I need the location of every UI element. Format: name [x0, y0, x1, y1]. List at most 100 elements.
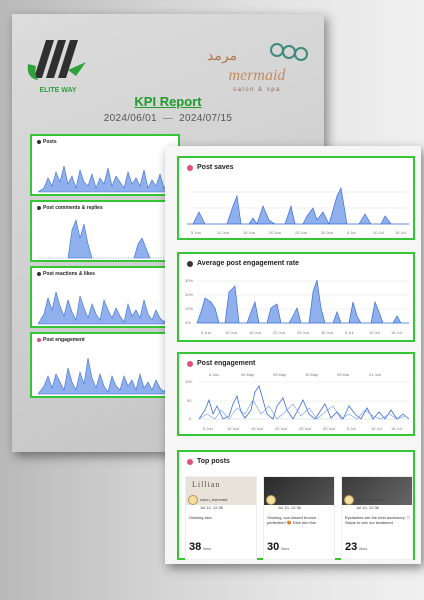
- svg-text:15 Jul: 15 Jul: [395, 230, 406, 235]
- comments-area-chart: [38, 218, 178, 259]
- svg-text:10 Jun: 10 Jun: [217, 230, 229, 235]
- svg-text:50: 50: [187, 398, 192, 403]
- svg-text:21 Jan: 21 Jan: [369, 372, 381, 377]
- post-reactions-card: Post reactions & likes: [30, 266, 180, 328]
- likes-label: likes: [359, 546, 368, 551]
- instagram-icon: [187, 360, 193, 367]
- post-caption: Eyelashes are the best accessory 🤍 Swipe…: [345, 515, 411, 525]
- insight-icon: [37, 338, 41, 342]
- top-post-3[interactable]: salon_mermaid Jul 10, 12:36 Eyelashes are…: [341, 476, 413, 560]
- post-likes: 30: [267, 541, 280, 553]
- svg-text:30%: 30%: [185, 278, 193, 283]
- post-comments-card: Post comments & replies: [30, 200, 180, 262]
- date-from: 2024/06/01: [103, 113, 157, 124]
- date-to: 2024/07/15: [179, 113, 233, 124]
- svg-text:10 Jun: 10 Jun: [225, 330, 237, 335]
- card-label: Post saves: [197, 164, 234, 171]
- svg-text:mermaid: mermaid: [229, 67, 287, 84]
- insight-icon: [37, 206, 41, 210]
- avatar: [188, 495, 198, 505]
- post-user: salon_mermaid: [278, 497, 306, 503]
- svg-text:20 Jun: 20 Jun: [269, 230, 281, 235]
- post-user: salon_mermaid: [200, 497, 228, 503]
- post-engagement-back-card: Post engagement: [30, 332, 180, 398]
- svg-text:20%: 20%: [185, 292, 193, 297]
- engagement-top-ticks: 6 Jan 26 May 25 May 15 May 25 Mar 21 Jan: [209, 372, 381, 377]
- avatar: [266, 495, 276, 505]
- instagram-icon: [187, 458, 193, 465]
- svg-text:6 Jan: 6 Jan: [209, 372, 219, 377]
- report-date-range: 2024/06/01 — 2024/07/15: [12, 113, 324, 124]
- svg-text:10 Jul: 10 Jul: [369, 330, 380, 335]
- svg-text:15 Jul: 15 Jul: [391, 330, 402, 335]
- svg-text:10 Jul: 10 Jul: [373, 230, 384, 235]
- card-label: Post engagement: [197, 360, 256, 367]
- post-date: Jul 10, 12:36: [200, 505, 223, 510]
- svg-text:30 Jun: 30 Jun: [323, 426, 335, 431]
- top-posts-grid: Lillian salon_mermaid Jul 10, 12:36 Glowi…: [185, 476, 413, 560]
- top-post-1[interactable]: Lillian salon_mermaid Jul 10, 12:36 Glowi…: [185, 476, 257, 560]
- svg-text:10%: 10%: [185, 306, 193, 311]
- svg-text:0: 0: [189, 416, 192, 421]
- instagram-icon: [187, 164, 193, 171]
- svg-text:5 Jun: 5 Jun: [191, 230, 201, 235]
- svg-text:30 Jun: 30 Jun: [321, 330, 333, 335]
- svg-text:25 Jun: 25 Jun: [297, 330, 309, 335]
- card-label: Post comments & replies: [43, 205, 103, 211]
- likes-label: likes: [203, 546, 212, 551]
- post-caption: Glowing skin: [189, 515, 212, 520]
- svg-text:30 Jun: 30 Jun: [321, 230, 333, 235]
- post-likes: 38: [189, 541, 202, 553]
- insight-icon: [37, 140, 41, 144]
- post-likes: 23: [345, 541, 358, 553]
- engagement-y-ticks: 100 50 0: [185, 379, 192, 421]
- rate-x-ticks: 5 Jun 10 Jun 15 Jun 20 Jun 25 Jun 30 Jun…: [201, 330, 402, 335]
- saves-area-chart: 5 Jun 10 Jun 15 Jun 20 Jun 25 Jun 30 Jun…: [187, 186, 409, 235]
- svg-text:100: 100: [185, 379, 192, 384]
- engagement-rate-area-chart: 30% 20% 10% 0% 5 Jun 10 Jun 15 Jun 20 Ju…: [185, 278, 409, 335]
- engagement-area-chart: [38, 357, 178, 395]
- post-caption: Glowing, sun-kissed bronze perfection! 😍…: [267, 515, 317, 525]
- svg-text:25 May: 25 May: [273, 372, 286, 377]
- likes-label: likes: [281, 546, 290, 551]
- post-date: Jul 10, 12:36: [278, 505, 301, 510]
- svg-text:5 Jun: 5 Jun: [203, 426, 213, 431]
- svg-text:15 May: 15 May: [305, 372, 318, 377]
- card-label: Posts: [43, 139, 57, 145]
- mermaid-salon-logo: مرمد mermaid salon & spa: [207, 43, 308, 93]
- post-user: salon_mermaid: [356, 497, 384, 503]
- post-engagement-card: Post engagement 6 Jan 26 May 25 May 15 M…: [177, 352, 415, 436]
- svg-text:5 Jul: 5 Jul: [345, 330, 354, 335]
- svg-text:15 Jun: 15 Jun: [243, 230, 255, 235]
- svg-text:25 Mar: 25 Mar: [337, 372, 350, 377]
- elite-way-logo: ELITE WAY: [27, 40, 86, 94]
- svg-text:5 Jul: 5 Jul: [347, 230, 356, 235]
- svg-text:5 Jun: 5 Jun: [201, 330, 211, 335]
- svg-text:0%: 0%: [185, 320, 191, 325]
- avatar: [344, 495, 354, 505]
- svg-text:15 Jul: 15 Jul: [391, 426, 402, 431]
- card-label: Post reactions & likes: [43, 271, 95, 277]
- post-date: Jul 10, 12:36: [356, 505, 379, 510]
- posts-card: Posts: [30, 134, 180, 196]
- svg-text:15 Jun: 15 Jun: [249, 330, 261, 335]
- posts-area-chart: [38, 165, 178, 193]
- svg-text:20 Jun: 20 Jun: [275, 426, 287, 431]
- top-post-2[interactable]: salon_mermaid Jul 10, 12:36 Glowing, sun-…: [263, 476, 335, 560]
- rate-y-ticks: 30% 20% 10% 0%: [185, 278, 193, 325]
- svg-text:25 Jun: 25 Jun: [295, 230, 307, 235]
- card-label: Post engagement: [43, 337, 85, 343]
- svg-text:10 Jul: 10 Jul: [371, 426, 382, 431]
- engagement-line-chart: 6 Jan 26 May 25 May 15 May 25 Mar 21 Jan…: [185, 372, 409, 431]
- post-saves-card: Post saves 5 Jun 10 Jun 15 Jun 20 Jun 25…: [177, 156, 415, 240]
- saves-x-ticks: 5 Jun 10 Jun 15 Jun 20 Jun 25 Jun 30 Jun…: [191, 230, 406, 235]
- svg-text:salon & spa: salon & spa: [233, 87, 281, 93]
- svg-text:مرمد: مرمد: [207, 49, 237, 64]
- insight-icon: [37, 272, 41, 276]
- svg-text:ELITE WAY: ELITE WAY: [39, 87, 76, 94]
- svg-text:26 May: 26 May: [241, 372, 254, 377]
- svg-text:15 Jun: 15 Jun: [251, 426, 263, 431]
- svg-text:20 Jun: 20 Jun: [273, 330, 285, 335]
- card-label: Average post engagement rate: [197, 260, 300, 267]
- svg-text:10 Jun: 10 Jun: [227, 426, 239, 431]
